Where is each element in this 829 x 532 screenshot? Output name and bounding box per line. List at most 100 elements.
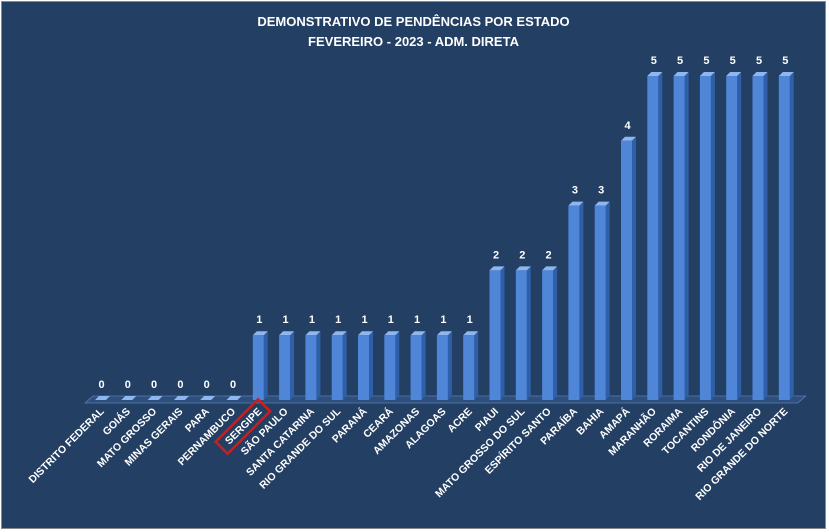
bar-top (568, 201, 584, 206)
data-label: 5 (677, 55, 683, 67)
chart-title-block: DEMONSTRATIVO DE PENDÊNCIAS POR ESTADO F… (2, 12, 825, 52)
data-label: 3 (598, 185, 604, 197)
bar-zero (226, 396, 242, 400)
data-label: 0 (230, 379, 236, 391)
bar-side (290, 331, 295, 400)
bar-top (331, 331, 347, 336)
bar (436, 335, 448, 400)
bar-top (384, 331, 400, 336)
bar (331, 335, 343, 400)
bar-side (342, 331, 347, 400)
bar-zero (95, 396, 110, 400)
bar (699, 76, 711, 400)
bar-top (252, 331, 268, 336)
data-label: 1 (467, 314, 473, 326)
bar (305, 335, 317, 400)
bar-zero (121, 396, 137, 400)
bar (410, 335, 422, 400)
bar (778, 76, 790, 400)
bar-top (752, 72, 768, 76)
data-label: 1 (256, 314, 262, 326)
data-label: 0 (151, 379, 157, 391)
bar-side (263, 331, 268, 400)
data-label: 2 (493, 249, 499, 261)
bar-side (474, 331, 479, 400)
data-label: 3 (572, 185, 578, 197)
bar-top (726, 72, 742, 76)
bar-top (279, 331, 295, 336)
highlight-box-rect (213, 397, 272, 456)
chart-subtitle: FEVEREIRO - 2023 - ADM. DIRETA (308, 34, 519, 49)
category-label: ACRE (445, 406, 475, 436)
chart-title: DEMONSTRATIVO DE PENDÊNCIAS POR ESTADO (257, 14, 570, 29)
bar-top (673, 72, 689, 76)
data-label: 1 (309, 314, 315, 326)
bar-zero (200, 396, 216, 400)
bar-top (647, 72, 663, 76)
bar-side (316, 331, 321, 400)
bar-side (684, 72, 689, 400)
bar-side (632, 136, 636, 401)
bar-zero (147, 396, 163, 400)
bar (252, 335, 264, 400)
bar-side (447, 331, 452, 400)
bar (384, 335, 396, 400)
data-label: 1 (361, 314, 367, 326)
data-label: 5 (651, 55, 657, 67)
bar-side (737, 72, 742, 400)
bar-top (463, 331, 479, 336)
data-label: 5 (782, 55, 788, 67)
data-label: 1 (440, 314, 446, 326)
bar-top (489, 266, 505, 271)
bar-top (778, 72, 794, 76)
bar (515, 270, 527, 400)
data-label: 4 (624, 120, 631, 132)
bar (752, 76, 764, 400)
data-label: 0 (177, 379, 183, 391)
bar-side (369, 331, 373, 400)
bar-side (789, 72, 794, 400)
bar (568, 205, 580, 400)
bar-top (621, 136, 636, 141)
bar-side (500, 266, 505, 400)
bar (279, 335, 291, 400)
data-label: 5 (756, 55, 762, 67)
bar (621, 140, 632, 401)
category-label: DISTRITO FEDERAL (26, 405, 107, 486)
data-label: 1 (335, 314, 341, 326)
bar-top (436, 331, 452, 336)
bar-top (542, 266, 558, 271)
bar-zero (173, 396, 189, 400)
bar-side (579, 201, 584, 400)
bar (463, 335, 475, 400)
bar-top (594, 201, 610, 206)
data-label: 0 (98, 379, 104, 391)
bar-side (395, 331, 400, 400)
bar-top (699, 72, 715, 76)
data-label: 2 (519, 249, 525, 261)
bar-top (358, 331, 373, 336)
bar-side (553, 266, 558, 400)
bar-side (763, 72, 768, 400)
bar-side (605, 201, 610, 400)
data-label: 5 (730, 55, 736, 67)
data-label: 1 (388, 314, 394, 326)
bar (489, 270, 501, 400)
data-label: 0 (204, 379, 210, 391)
bar (358, 335, 369, 400)
bar-side (710, 72, 715, 400)
data-label: 1 (414, 314, 420, 326)
bar (726, 76, 738, 400)
data-label: 5 (703, 55, 709, 67)
bar-top (305, 331, 321, 336)
bar-top (410, 331, 426, 336)
data-label: 2 (546, 249, 552, 261)
bar-side (526, 266, 531, 400)
bar (594, 205, 606, 400)
data-label: 0 (125, 379, 131, 391)
bar (542, 270, 554, 400)
bar (673, 76, 685, 400)
bar-side (421, 331, 426, 400)
bar-side (658, 72, 663, 400)
